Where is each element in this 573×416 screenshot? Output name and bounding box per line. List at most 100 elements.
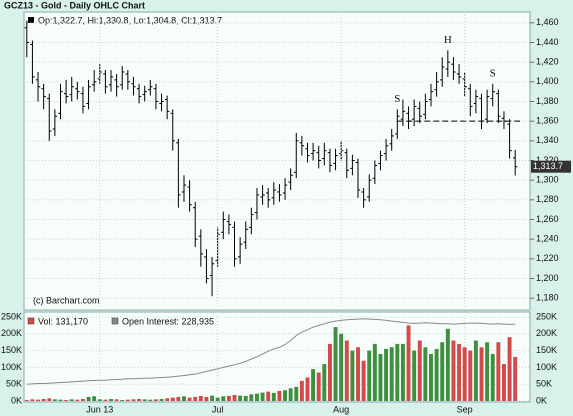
- volume-bar: [417, 340, 422, 401]
- volume-bar: [507, 337, 512, 401]
- y-tick-label-left: 150K: [1, 345, 22, 355]
- volume-bar: [400, 343, 405, 401]
- y-tick-label: 1,220: [536, 253, 559, 263]
- volume-bar: [97, 399, 102, 401]
- volume-bar: [215, 397, 220, 401]
- pattern-label: H: [444, 34, 452, 46]
- volume-bar: [311, 369, 316, 401]
- volume-bar: [52, 399, 57, 401]
- y-tick-label-right: 50K: [536, 379, 552, 389]
- volume-bar: [288, 388, 293, 401]
- volume-bar: [64, 399, 69, 401]
- volume-bar: [356, 347, 360, 401]
- volume-bar: [434, 348, 439, 401]
- y-tick-label-left: 100K: [1, 362, 22, 372]
- legend-swatch: [27, 317, 35, 325]
- y-tick-label: 1,180: [536, 293, 559, 303]
- volume-bar: [120, 399, 125, 401]
- x-tick-label: Sep: [457, 404, 473, 414]
- volume-bar: [479, 347, 484, 401]
- last-price-tag: [531, 160, 571, 173]
- legend-label: Vol: 131,170: [38, 316, 88, 326]
- volume-bar: [232, 394, 237, 401]
- y-tick-label: 1,360: [536, 116, 559, 126]
- volume-bar: [361, 360, 366, 401]
- volume-bar: [176, 396, 181, 401]
- x-tick-label: Jun 13: [86, 404, 113, 414]
- volume-bar: [457, 343, 462, 401]
- volume-panel: [23, 311, 531, 403]
- volume-bar: [148, 399, 153, 401]
- y-tick-label-left: 50K: [6, 379, 22, 389]
- volume-bar: [305, 377, 310, 401]
- volume-bar: [47, 398, 52, 401]
- volume-bar: [103, 399, 108, 401]
- volume-bar: [187, 397, 192, 401]
- chart-title: GCZ13 - Gold - Daily OHLC Chart: [4, 0, 145, 10]
- volume-bar: [389, 347, 394, 401]
- volume-bar: [502, 364, 506, 401]
- volume-bar: [260, 392, 265, 401]
- y-tick-label: 1,280: [536, 194, 559, 204]
- volume-bar: [114, 399, 119, 401]
- y-tick-label: 1,300: [536, 175, 559, 185]
- volume-bar: [125, 399, 130, 401]
- volume-bar: [333, 327, 338, 401]
- y-tick-label-right: 150K: [536, 345, 557, 355]
- volume-bar: [226, 395, 231, 401]
- volume-bar: [36, 399, 40, 401]
- volume-bar: [423, 347, 428, 401]
- volume-bar: [58, 399, 63, 401]
- legend-swatch: [111, 317, 119, 325]
- volume-bar: [406, 325, 411, 401]
- volume-bar: [395, 343, 400, 401]
- volume-bar: [429, 353, 433, 401]
- y-tick-label-left: 250K: [1, 311, 22, 321]
- volume-bar: [159, 398, 164, 401]
- y-tick-label: 1,440: [536, 37, 559, 47]
- volume-bar: [490, 353, 495, 401]
- pattern-label: S: [394, 93, 400, 105]
- volume-bar: [445, 328, 450, 401]
- y-tick-label-left: 0K: [11, 395, 22, 405]
- volume-bar: [462, 347, 467, 401]
- volume-bar: [412, 350, 417, 401]
- y-tick-label: 1,320: [536, 155, 559, 165]
- x-tick-label: Aug: [333, 404, 349, 414]
- volume-bar: [316, 372, 321, 401]
- y-tick-label: 1,200: [536, 273, 559, 283]
- volume-bar: [238, 395, 243, 401]
- volume-bar: [182, 396, 186, 401]
- volume-bar: [372, 343, 377, 401]
- volume-bar: [440, 342, 445, 401]
- volume-bar: [513, 356, 518, 401]
- y-tick-label: 1,400: [536, 76, 559, 86]
- volume-bar: [92, 396, 97, 401]
- volume-bar: [255, 393, 259, 401]
- y-tick-label-right: 0K: [536, 395, 547, 405]
- y-tick-label: 1,340: [536, 135, 559, 145]
- volume-bar: [249, 394, 254, 401]
- volume-bar: [24, 399, 29, 401]
- volume-bar: [378, 353, 383, 401]
- credit: (c) Barchart.com: [33, 295, 100, 305]
- y-tick-label-right: 250K: [536, 311, 557, 321]
- pattern-label: S: [490, 67, 496, 79]
- volume-bar: [294, 386, 299, 401]
- y-tick-label: 1,380: [536, 96, 559, 106]
- volume-bar: [80, 398, 85, 401]
- volume-bar: [165, 398, 170, 401]
- x-tick-label: Jul: [212, 404, 224, 414]
- volume-bar: [277, 390, 282, 401]
- volume-bar: [193, 396, 198, 401]
- legend-label: Open Interest: 228,935: [122, 316, 214, 326]
- volume-bar: [170, 397, 175, 401]
- volume-bar: [451, 340, 456, 401]
- volume-bar: [198, 395, 203, 401]
- header-marker: [28, 17, 34, 23]
- volume-bar: [221, 396, 226, 401]
- open-interest-line: [26, 318, 516, 385]
- volume-bar: [142, 399, 147, 401]
